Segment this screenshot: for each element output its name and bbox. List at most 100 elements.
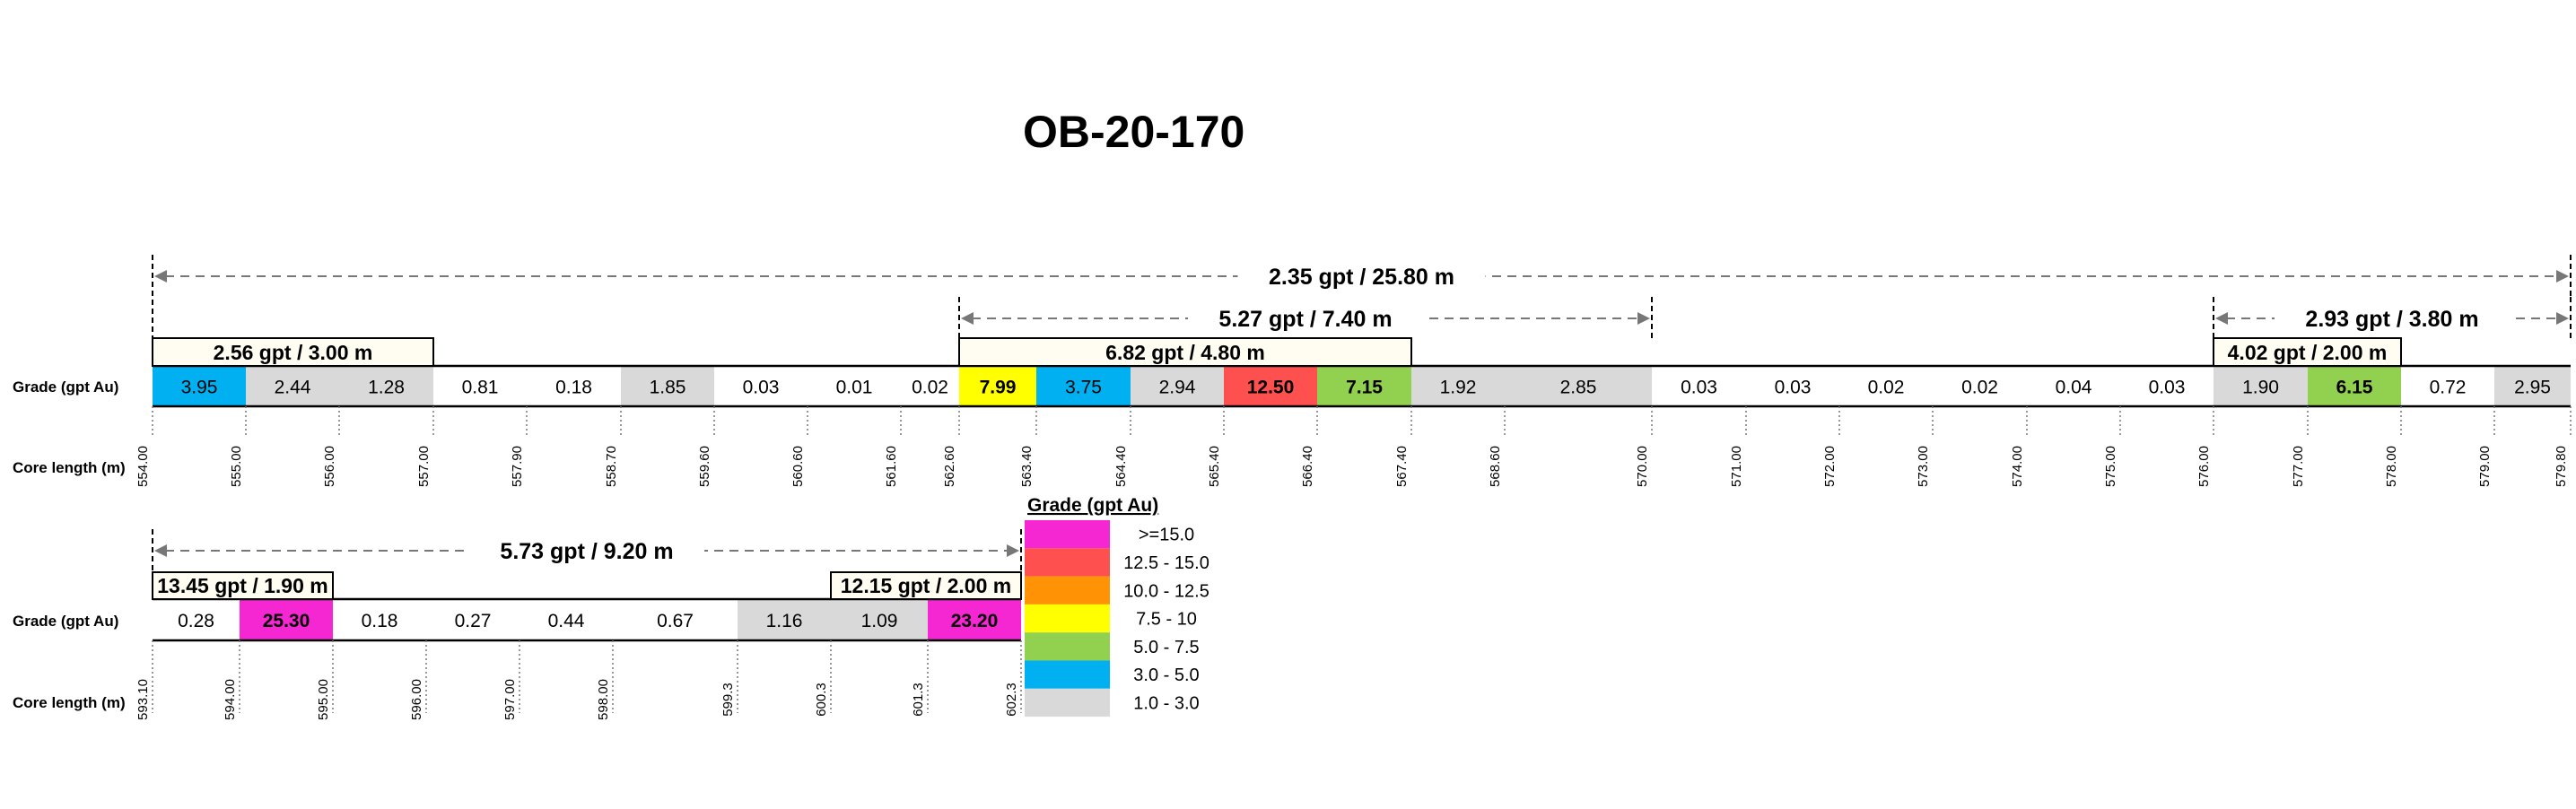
grade-value: 0.03 (1775, 378, 1812, 398)
span-label-bg (2275, 302, 2510, 333)
grade-cell (433, 366, 527, 406)
grade-cell (2214, 366, 2308, 406)
depth-label: 554.00 (135, 446, 151, 487)
arrow-head (154, 544, 167, 557)
depth-label: 579.80 (2554, 446, 2569, 487)
legend-swatch (1025, 660, 1110, 689)
grade-cell (1411, 366, 1505, 406)
grade-cell (1131, 366, 1224, 406)
interval-span: 2.35 gpt / 25.80 m (152, 255, 2572, 366)
grade-cell (246, 366, 339, 406)
depth-label: 577.00 (2291, 446, 2306, 487)
grade-value: 0.02 (1961, 378, 1998, 398)
grade-value: 0.03 (1681, 378, 1717, 398)
intercept-box: 13.45 gpt / 1.90 m (152, 571, 334, 600)
depth-label: 598.00 (596, 679, 611, 720)
grade-value: 1.09 (861, 611, 898, 631)
grade-cell (333, 599, 426, 640)
depth-label: 602.3 (1004, 683, 1019, 717)
depth-label: 595.00 (316, 679, 331, 720)
grade-value: 0.02 (912, 378, 948, 398)
span-label: 2.93 gpt / 3.80 m (2305, 307, 2478, 332)
depth-label: 563.40 (1019, 446, 1035, 487)
grade-cell (1933, 366, 2027, 406)
legend-item-label: 1.0 - 3.0 (1133, 693, 1199, 713)
depth-label: 572.00 (1822, 446, 1838, 487)
grade-value: 1.92 (1440, 378, 1477, 398)
grade-value: 23.20 (951, 611, 999, 631)
intercept-box: 2.56 gpt / 3.00 m (152, 337, 434, 367)
arrow-head (1007, 544, 1019, 557)
grade-value: 6.15 (2336, 378, 2373, 398)
arrow-head (961, 312, 974, 325)
grade-value: 0.03 (743, 378, 780, 398)
grade-cell (527, 366, 621, 406)
intercept-box: 4.02 gpt / 2.00 m (2213, 337, 2402, 367)
legend-swatch (1025, 688, 1110, 718)
grade-cell (959, 366, 1036, 406)
grade-value: 3.75 (1065, 378, 1102, 398)
depth-label: 564.40 (1113, 446, 1129, 487)
intercept-box-frame (2213, 337, 2402, 367)
interval-span: 2.93 gpt / 3.80 m (2213, 297, 2572, 366)
grade-row-label: Grade (gpt Au) (13, 378, 118, 396)
grade-value: 1.16 (766, 611, 803, 631)
depth-label: 559.60 (697, 446, 712, 487)
legend-item-label: 12.5 - 15.0 (1123, 553, 1209, 573)
depth-label: 565.40 (1207, 446, 1222, 487)
depth-label: 579.00 (2477, 446, 2493, 487)
intercept-label: 6.82 gpt / 4.80 m (1105, 341, 1265, 364)
core-length-row-label: Core length (m) (13, 694, 126, 711)
depth-label: 570.00 (1635, 446, 1650, 487)
intercept-box-frame (958, 337, 1412, 367)
arrow-head (2556, 312, 2569, 325)
interval-span: 5.27 gpt / 7.40 m (958, 297, 1653, 366)
grade-cell (901, 366, 959, 406)
legend-item-label: 10.0 - 12.5 (1123, 581, 1209, 601)
depth-label: 557.00 (416, 446, 432, 487)
depth-label: 576.00 (2196, 446, 2212, 487)
grade-value: 0.72 (2430, 378, 2467, 398)
grade-legend: Grade (gpt Au) >=15.0 12.5 - 15.0 10.0 - 12… (1025, 495, 1209, 718)
depth-label: 567.40 (1394, 446, 1410, 487)
grade-cell (1839, 366, 1933, 406)
grade-value: 2.85 (1560, 378, 1597, 398)
span-label: 5.27 gpt / 7.40 m (1218, 307, 1392, 332)
grade-cell (613, 599, 738, 640)
depth-label: 566.40 (1300, 446, 1315, 487)
grade-cell (714, 366, 808, 406)
depth-label: 578.00 (2384, 446, 2399, 487)
grade-cell (2401, 366, 2494, 406)
intercept-label: 12.15 gpt / 2.00 m (841, 574, 1011, 597)
arrow-head (154, 270, 167, 283)
grade-cell (831, 599, 928, 640)
grade-value: 0.04 (2056, 378, 2092, 398)
intercept-box: 12.15 gpt / 2.00 m (830, 571, 1022, 600)
drillhole-title: OB-20-170 (1023, 107, 1245, 157)
grade-value: 0.18 (555, 378, 592, 398)
depth-label: 597.00 (502, 679, 518, 720)
grade-value: 0.28 (178, 611, 214, 631)
legend-title: Grade (gpt Au) (1027, 495, 1158, 516)
grade-cell (2120, 366, 2214, 406)
section-lower: Grade (gpt Au) Core length (m) 0.28 25.30 0.… (13, 529, 1022, 720)
grade-cell (1224, 366, 1317, 406)
grade-value: 0.44 (548, 611, 585, 631)
intercept-label: 13.45 gpt / 1.90 m (157, 574, 327, 597)
depth-label: 560.60 (790, 446, 806, 487)
section-upper: Grade (gpt Au) Core length (m) 3.95 2.44 1.2… (13, 255, 2572, 487)
grade-value: 1.85 (650, 378, 686, 398)
intercept-box-frame (152, 571, 334, 600)
grade-cell (1036, 366, 1131, 406)
grade-value: 1.28 (368, 378, 405, 398)
grade-value: 0.27 (455, 611, 492, 631)
grade-row-label: Grade (gpt Au) (13, 613, 118, 630)
depth-label: 600.3 (814, 683, 829, 717)
grade-value: 7.15 (1346, 378, 1383, 398)
depth-label: 562.60 (942, 446, 957, 487)
intercept-label: 2.56 gpt / 3.00 m (214, 341, 373, 364)
legend-swatch (1025, 576, 1110, 605)
grade-cell (808, 366, 901, 406)
grade-value: 25.30 (263, 611, 310, 631)
